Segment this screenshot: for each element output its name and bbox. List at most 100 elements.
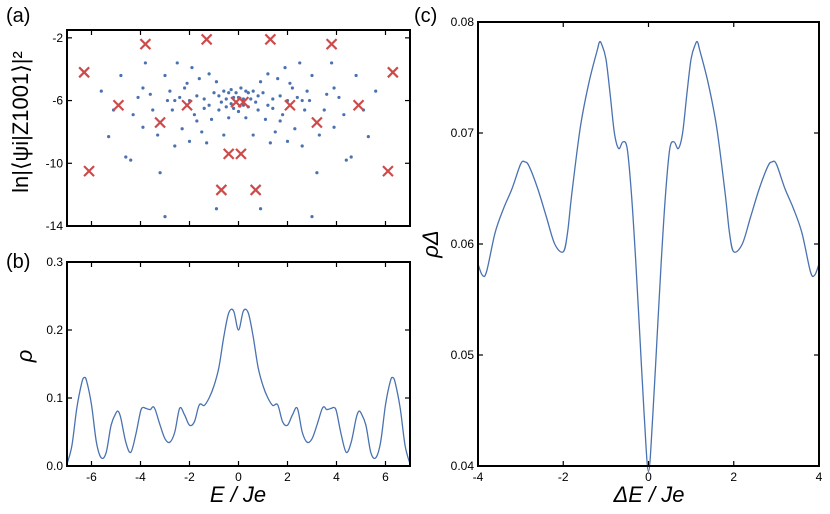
- scatter-dot: [227, 91, 231, 95]
- scatter-dot: [131, 113, 135, 117]
- panel-a-frame: [66, 29, 411, 227]
- scatter-dot: [256, 94, 260, 98]
- scatter-cross: [249, 184, 262, 196]
- scatter-cross: [215, 184, 228, 196]
- scatter-dot: [273, 130, 277, 134]
- scatter-cross: [200, 33, 213, 46]
- scatter-cross: [352, 99, 365, 112]
- panel-b-ylabel: ρ: [12, 350, 37, 364]
- scatter-dot: [317, 133, 321, 137]
- scatter-dot: [325, 92, 329, 96]
- panel-b-ytick-label: 0.0: [46, 459, 63, 473]
- scatter-dot: [278, 94, 282, 98]
- panel-c-ytick-label: 0.07: [451, 126, 475, 140]
- panel-c-xtick-label: 4: [816, 470, 823, 484]
- scatter-dot: [295, 95, 299, 100]
- scatter-dot: [254, 100, 258, 104]
- scatter-dot: [246, 91, 250, 95]
- scatter-dot: [156, 133, 160, 137]
- scatter-dot: [300, 144, 304, 148]
- scatter-dot: [278, 119, 282, 123]
- panel-a-ytick-label: -6: [52, 94, 63, 108]
- scatter-dot: [217, 94, 221, 98]
- panel-a-ytick-label: -10: [46, 156, 64, 170]
- scatter-dot: [178, 95, 182, 100]
- scatter-dot: [281, 113, 285, 117]
- scatter-cross: [154, 116, 166, 129]
- scatter-cross: [284, 99, 296, 112]
- scatter-dot: [276, 77, 280, 81]
- panel-c-label: (c): [414, 5, 437, 27]
- scatter-dot: [143, 61, 147, 65]
- scatter-dot: [214, 207, 219, 211]
- scatter-dot: [266, 103, 270, 107]
- scatter-dot: [192, 113, 196, 117]
- level-spacing-curve: [477, 40, 820, 473]
- scatter-dot: [344, 158, 348, 162]
- scatter-cross: [112, 99, 125, 112]
- scatter-dot: [175, 61, 179, 65]
- scatter-dot: [219, 100, 223, 104]
- panel-c-ytick-label: 0.08: [451, 15, 475, 29]
- panel-b-ticks: -6 -4 -2 0 2 4 6 0.0 0.1 0.2 0.3: [46, 255, 410, 484]
- scatter-dot: [197, 77, 201, 81]
- scatter-dot: [366, 135, 370, 139]
- scatter-cross: [387, 66, 399, 79]
- panel-c-xtick-label: -2: [558, 470, 569, 484]
- density-curve: [66, 308, 411, 465]
- scatter-dot: [207, 72, 211, 76]
- scatter-dot: [183, 86, 187, 90]
- scatter-dot: [300, 98, 304, 103]
- scatter-dot: [283, 66, 287, 70]
- scatter-dot: [190, 66, 194, 70]
- scatter-dot: [337, 95, 341, 100]
- scatter-dot: [251, 89, 255, 93]
- scatter-dot: [374, 89, 378, 93]
- scatter-dot: [227, 116, 231, 120]
- panel-a-ylabel: ln|⟨ψi|Z1001⟩|²: [8, 51, 33, 193]
- panel-c-ylabel: ρΔ: [418, 230, 443, 258]
- panel-b-label: (b): [6, 251, 30, 273]
- scatter-cross: [181, 99, 193, 112]
- scatter-cross: [78, 66, 90, 79]
- scatter-dot: [256, 108, 260, 112]
- scatter-dot: [99, 89, 103, 93]
- scatter-cross: [264, 33, 277, 46]
- panel-c-ytick-label: 0.04: [451, 459, 475, 473]
- panel-b-frame: [66, 261, 411, 467]
- scatter-dot: [165, 98, 170, 103]
- scatter-dot: [303, 108, 307, 112]
- scatter-dot: [195, 94, 199, 98]
- panel-c-ticks: -4 -2 0 2 4 0.04 0.05 0.06 0.07 0.08: [451, 15, 823, 484]
- panel-a: (a) ln|⟨ψi|Z1001⟩|² -2 -6 -10 -14: [6, 5, 411, 233]
- scatter-dot: [310, 214, 314, 219]
- scatter-dot: [163, 214, 167, 219]
- panel-a-ytick-label: -14: [46, 219, 64, 233]
- scatter-cross: [235, 148, 247, 160]
- scatter-dot: [332, 86, 336, 90]
- panel-a-label: (a): [6, 5, 30, 27]
- panel-b-ytick-label: 0.1: [46, 391, 63, 405]
- panel-b-ytick-label: 0.2: [46, 323, 63, 337]
- panel-b-xtick-label: 6: [382, 470, 389, 484]
- scatter-dot: [180, 127, 184, 131]
- scatter-dot: [310, 73, 314, 78]
- scatter-dot: [349, 155, 353, 159]
- panel-c-xtick-label: -4: [473, 470, 484, 484]
- scatter-dot: [266, 72, 270, 76]
- scatter-dot: [173, 98, 177, 103]
- panel-c: (c) ρΔ ΔE / Je -4 -2 0 2 4 0.04 0.05 0.06 0.07 0.…: [414, 5, 823, 507]
- scatter-dot: [307, 98, 312, 103]
- scatter-cross: [237, 96, 250, 108]
- scatter-dot: [261, 91, 265, 95]
- scatter-dot: [229, 87, 233, 92]
- scatter-cross: [382, 165, 394, 177]
- scatter-dot: [158, 171, 162, 175]
- scatter-dot: [119, 73, 123, 78]
- scatter-dot: [288, 81, 292, 85]
- scatter-dot: [322, 108, 326, 112]
- scatter-dot: [202, 106, 206, 110]
- panel-b-xtick-label: 2: [284, 470, 291, 484]
- scatter-dot: [222, 89, 226, 93]
- panel-b: (b) ρ E / Je -6 -4 -2 0 2 4 6 0.0 0.1 0.2 0.3: [6, 251, 411, 507]
